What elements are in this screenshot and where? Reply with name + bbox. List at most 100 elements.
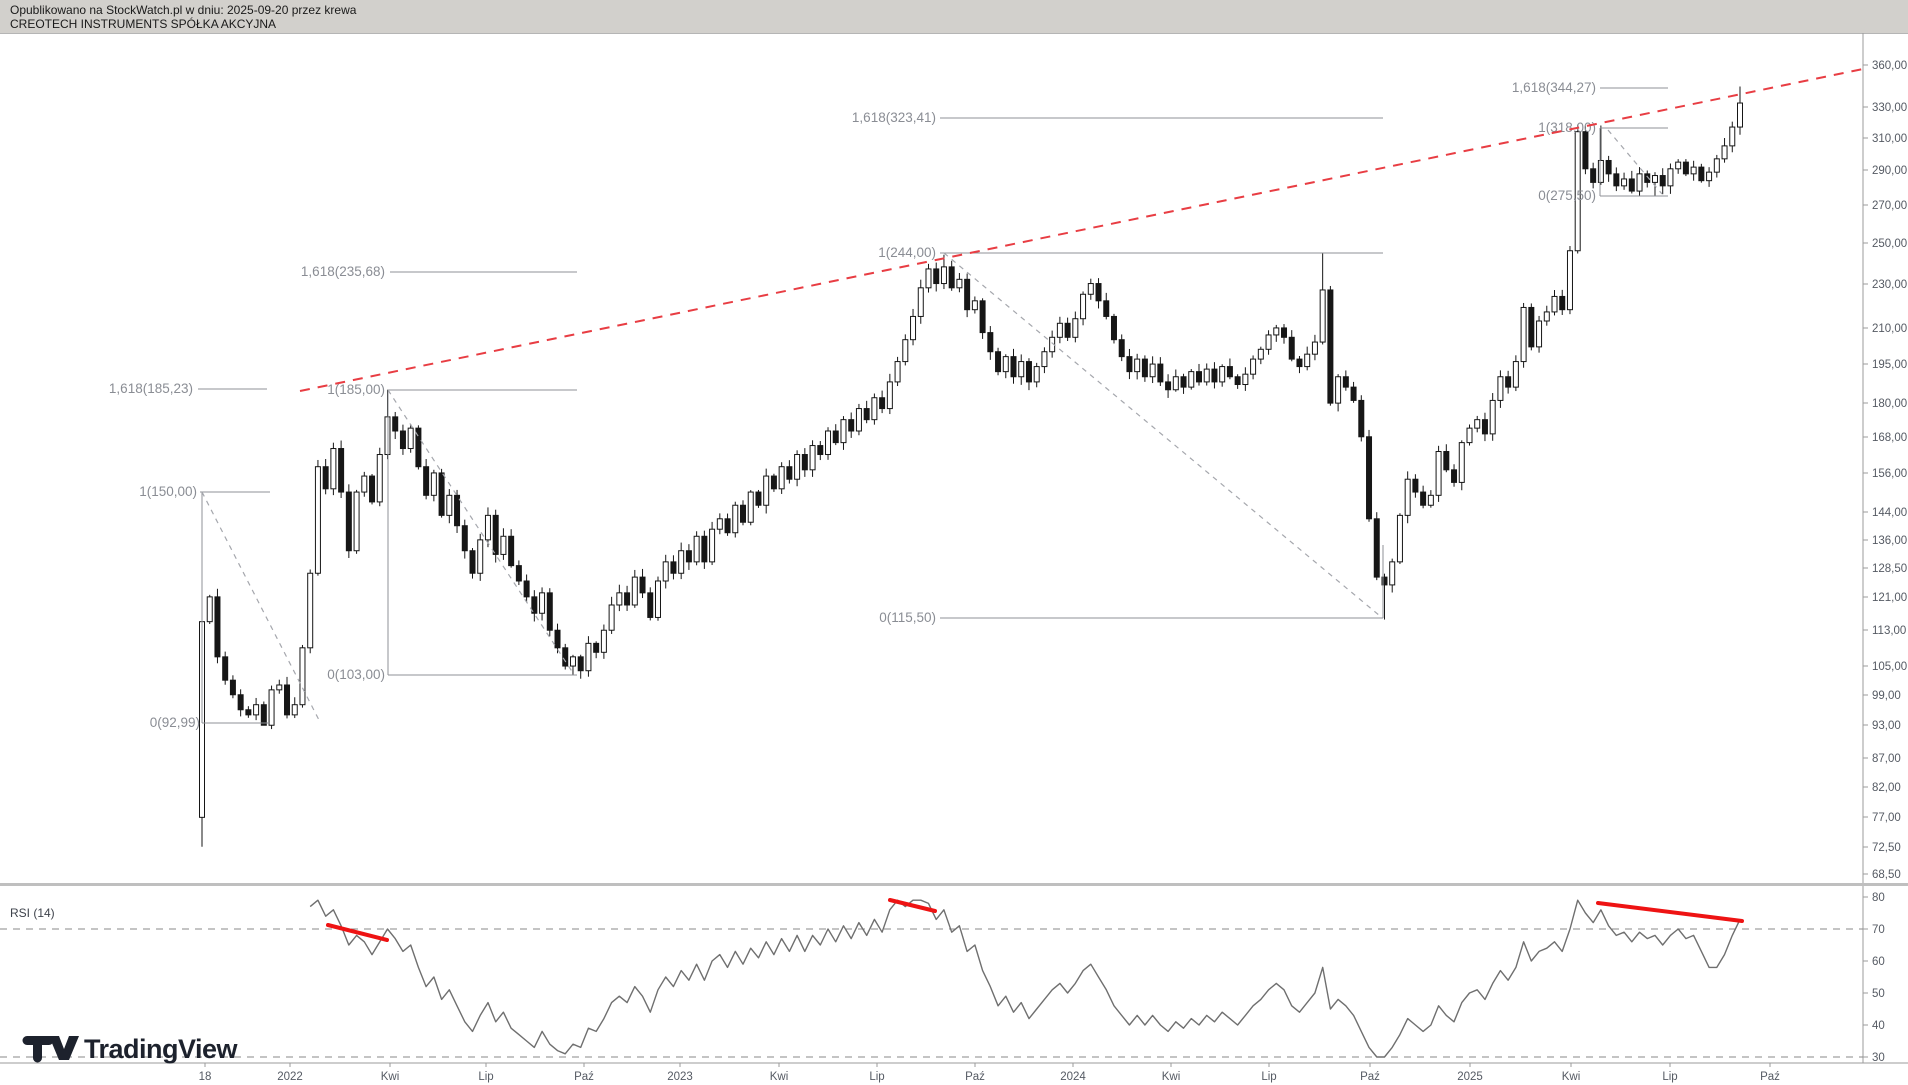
candle (1659, 175, 1666, 187)
candle (1118, 339, 1125, 358)
candle (546, 592, 553, 631)
candle (1551, 295, 1558, 313)
candle (1126, 356, 1133, 373)
candle (214, 596, 221, 658)
candle (724, 518, 731, 534)
candle (1435, 451, 1442, 496)
date-tick-label: Paź (1360, 1071, 1380, 1083)
candle (1141, 358, 1148, 378)
candle (1025, 361, 1032, 383)
candle (1690, 166, 1697, 175)
candle (979, 300, 986, 334)
candle (1149, 363, 1156, 378)
header-bar (0, 0, 1908, 33)
candle (809, 445, 816, 471)
candle (353, 491, 360, 552)
candle (747, 491, 754, 523)
candle (1134, 358, 1141, 373)
price-tick-label: 310,00 (1872, 133, 1907, 145)
candle (763, 475, 770, 506)
candle (1110, 315, 1117, 341)
candle (1319, 289, 1326, 343)
date-tick-label: Kwi (1162, 1071, 1181, 1083)
fib-level-label: 0(275,50) (1538, 188, 1596, 203)
candle (1543, 311, 1550, 322)
candle (1203, 368, 1210, 383)
date-tick-label: Paź (1760, 1071, 1780, 1083)
candle (740, 504, 747, 523)
candle (554, 629, 561, 649)
date-tick-label: Kwi (381, 1071, 400, 1083)
candle (701, 535, 708, 563)
price-tick-label: 121,00 (1872, 592, 1907, 604)
candle (995, 351, 1002, 373)
candle (685, 550, 692, 563)
candle (886, 381, 893, 410)
candle (933, 268, 940, 285)
pane-separator (0, 883, 1908, 886)
candle (1288, 336, 1295, 360)
price-tick-label: 180,00 (1872, 398, 1907, 410)
candle (1157, 363, 1164, 383)
candle (1265, 334, 1272, 350)
candle (253, 704, 260, 716)
candle (1281, 327, 1288, 338)
date-tick-label: Lip (1662, 1071, 1677, 1083)
candle (1706, 171, 1713, 182)
rsi-curve (309, 899, 1741, 1058)
candle (940, 266, 947, 285)
fib-level-label: 1(150,00) (139, 484, 197, 499)
candle (917, 287, 924, 317)
rsi-line (309, 899, 1741, 1058)
price-tick-label: 195,00 (1872, 359, 1907, 371)
price-tick-label: 210,00 (1872, 323, 1907, 335)
rsi-red-trendline (1596, 901, 1744, 923)
candle (871, 397, 878, 421)
candle (716, 518, 723, 530)
price-tick-label: 330,00 (1872, 102, 1907, 114)
instrument-title: CREOTECH INSTRUMENTS SPÓŁKA AKCYJNA (10, 16, 276, 31)
rsi-tick-label: 70 (1872, 924, 1885, 936)
candle (539, 592, 546, 614)
candle (1350, 386, 1357, 401)
candle (376, 454, 383, 503)
date-tick-label: 18 (199, 1071, 212, 1083)
candle (338, 448, 345, 493)
candle (423, 466, 430, 496)
candle (755, 491, 762, 506)
candle (515, 565, 522, 582)
candle (678, 550, 685, 574)
candle (461, 525, 468, 552)
candle (276, 684, 283, 691)
candle (1250, 358, 1257, 375)
candle (1311, 341, 1318, 355)
rsi-tick-label: 80 (1872, 892, 1885, 904)
candle (1597, 159, 1604, 183)
trendline-dashed (299, 68, 1864, 392)
candle (879, 397, 886, 410)
tradingview-logo[interactable]: TradingView (22, 1034, 239, 1064)
price-tick-label: 99,00 (1872, 690, 1901, 702)
candle (855, 408, 862, 432)
candle (330, 448, 337, 490)
candle (1451, 469, 1458, 483)
price-tick-label: 270,00 (1872, 200, 1907, 212)
candle (817, 445, 824, 456)
date-tick-label: 2025 (1457, 1071, 1483, 1083)
candle (1559, 295, 1566, 311)
candle (484, 514, 491, 541)
candle (616, 592, 623, 606)
price-pane: 1,618(185,23) 1(150,00) 0(92,99) 1,618(235,… (109, 68, 1864, 847)
candle (624, 592, 631, 606)
candle (569, 656, 576, 667)
fibonacci-retracements: 1,618(185,23) 1(150,00) 0(92,99) 1,618(235,… (109, 80, 1668, 730)
candle (1095, 283, 1102, 302)
candle (1636, 173, 1643, 192)
candle (454, 494, 461, 527)
price-tick-label: 77,00 (1872, 812, 1901, 824)
candle (593, 642, 600, 653)
red-trendline (299, 68, 1864, 392)
candle (500, 535, 507, 555)
